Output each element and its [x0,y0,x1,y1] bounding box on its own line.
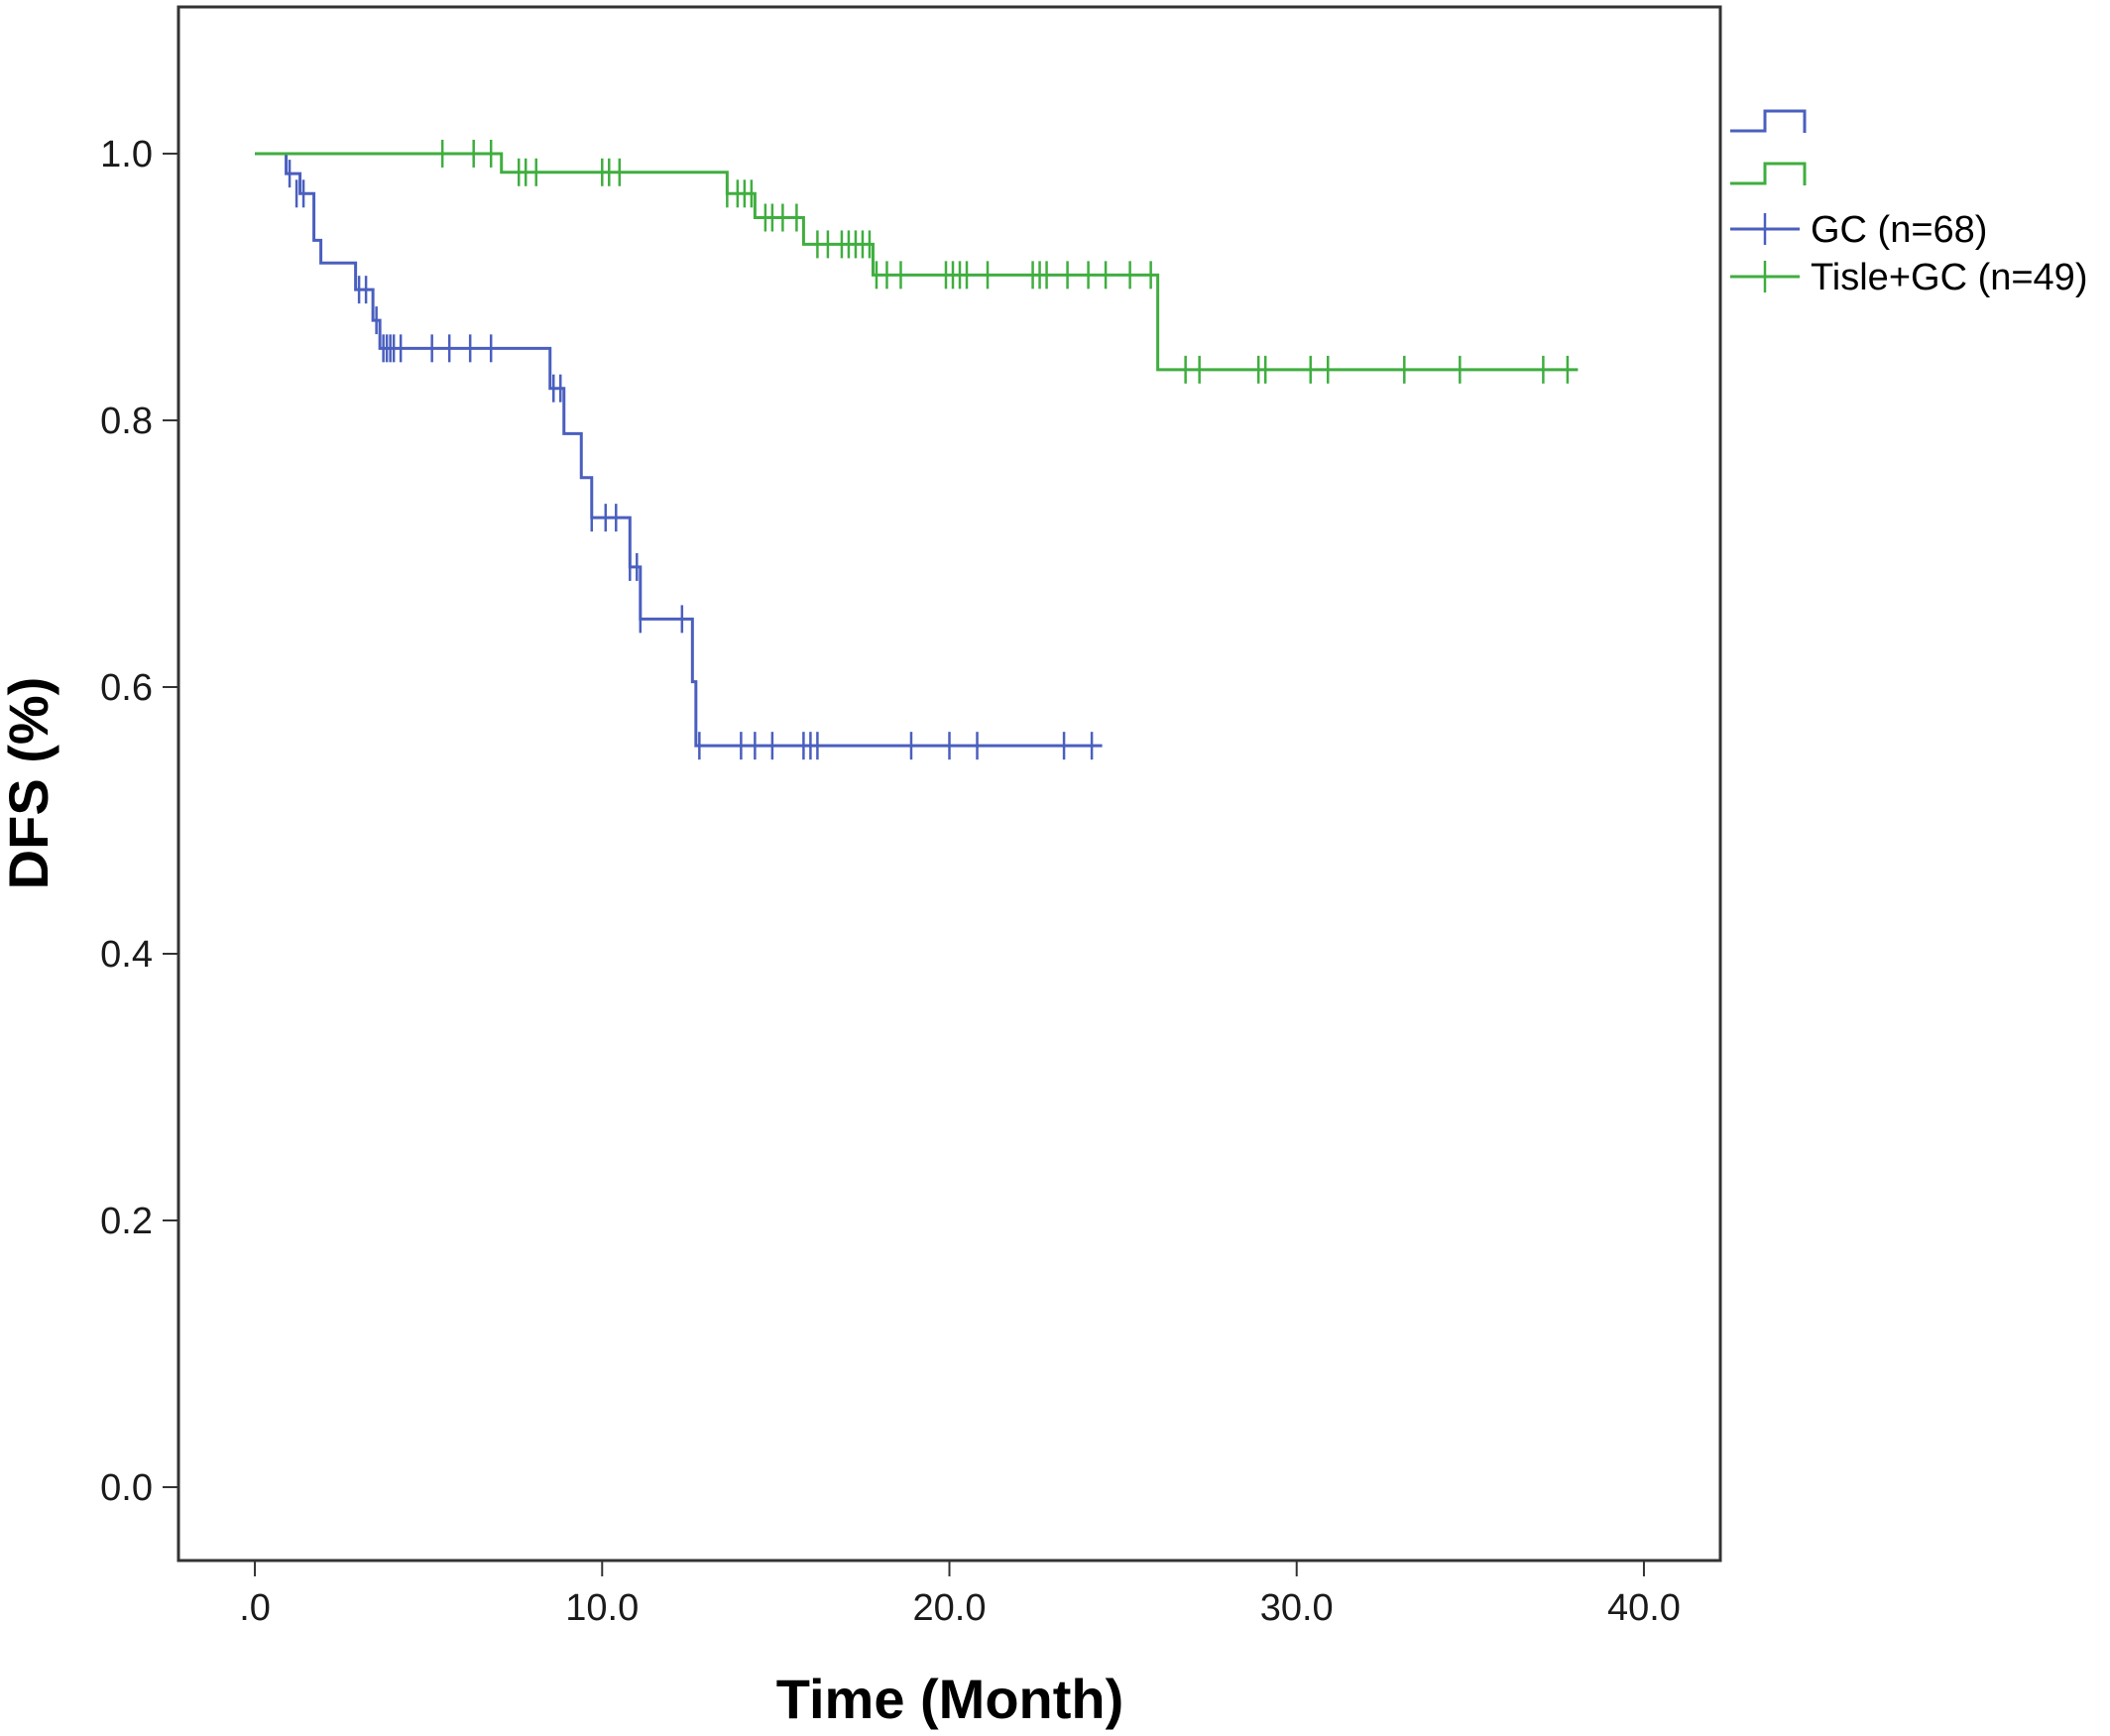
y-tick-label: 0.2 [100,1201,153,1242]
legend-step-symbol [1730,109,1807,133]
x-tick-label: 40.0 [1607,1587,1681,1629]
series-0 [255,152,1103,760]
x-axis-title: Time (Month) [776,1668,1123,1730]
x-tick-label: 10.0 [565,1587,639,1629]
x-tick-label: .0 [239,1587,271,1629]
series-1 [255,139,1579,384]
legend: GC (n=68) Tisle+GC (n=49) [1730,109,2087,298]
legend-step-symbol [1730,162,1807,185]
y-tick-label: 0.4 [100,934,153,976]
y-tick-label: 0.8 [100,401,153,442]
y-tick-label: 0.6 [100,667,153,709]
x-tick-label: 20.0 [913,1587,987,1629]
y-axis: 0.0 0.2 0.4 0.6 0.8 1.0 [100,134,178,1509]
x-axis: .0 10.0 20.0 30.0 40.0 [239,1561,1681,1629]
y-tick-label: 0.0 [100,1467,153,1509]
x-tick-label: 30.0 [1260,1587,1334,1629]
series-layer [255,139,1579,760]
plot-frame [176,5,1722,1562]
y-axis-title: DFS (%) [0,677,59,890]
legend-label: Tisle+GC (n=49) [1811,257,2087,298]
survival-curve [255,152,1103,748]
survival-curve [255,152,1579,372]
legend-label: GC (n=68) [1811,209,1987,251]
y-tick-label: 1.0 [100,134,153,175]
